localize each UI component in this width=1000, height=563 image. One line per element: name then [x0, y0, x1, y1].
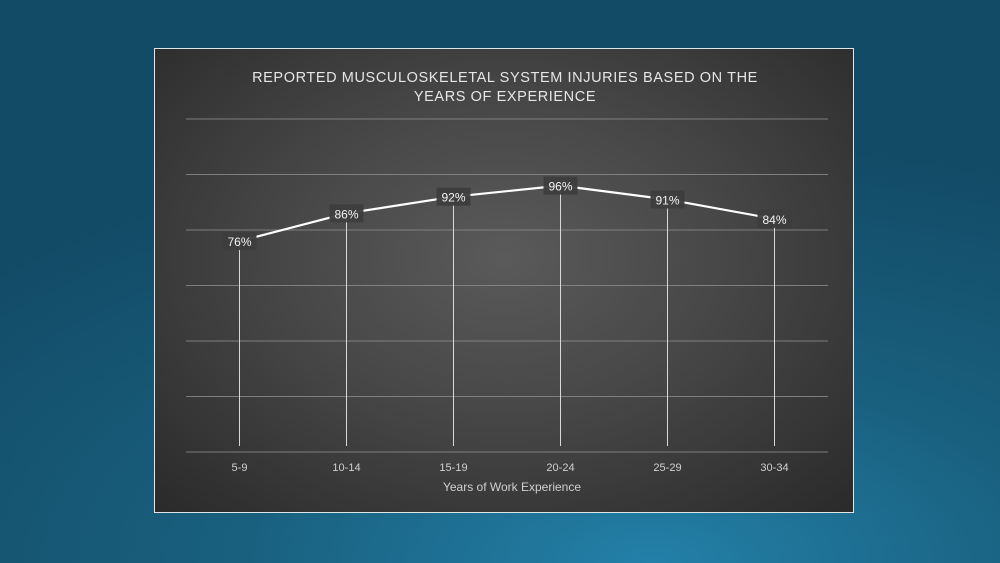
- x-tick-labels: 5-9 10-14 15-19 20-24 25-29 30-34: [232, 462, 789, 474]
- x-tick-label: 15-19: [439, 462, 467, 474]
- chart-title-line-1: REPORTED MUSCULOSKELETAL SYSTEM INJURIES…: [252, 70, 758, 86]
- data-label-bg: [222, 232, 257, 251]
- data-label-bg: [650, 190, 685, 209]
- data-label-bg: [757, 209, 792, 228]
- x-tick-label: 10-14: [332, 462, 360, 474]
- gridlines: [186, 118, 828, 453]
- x-tick-label: 25-29: [653, 462, 681, 474]
- x-tick-label: 5-9: [232, 462, 248, 474]
- data-label: 86%: [334, 207, 358, 221]
- line-chart: REPORTED MUSCULOSKELETAL SYSTEM INJURIES…: [186, 70, 828, 494]
- data-label-bg: [436, 187, 471, 206]
- x-axis-title: Years of Work Experience: [443, 480, 581, 494]
- data-label: 91%: [655, 193, 679, 207]
- x-tick-label: 20-24: [546, 462, 574, 474]
- data-label: 96%: [548, 180, 572, 194]
- data-label-bg: [329, 204, 364, 223]
- data-label: 92%: [441, 191, 465, 205]
- chart-panel: REPORTED MUSCULOSKELETAL SYSTEM INJURIES…: [154, 48, 854, 513]
- series-polyline: [239, 184, 775, 243]
- series-line: [239, 184, 775, 243]
- data-label: 84%: [762, 213, 786, 227]
- data-label: 76%: [227, 235, 251, 249]
- chart-title-line-2: YEARS OF EXPERIENCE: [414, 89, 596, 105]
- data-label-bg: [543, 176, 578, 195]
- drop-lines: [239, 185, 775, 446]
- data-labels: 76% 86% 92% 96% 91% 84%: [222, 176, 792, 251]
- x-tick-label: 30-34: [760, 462, 788, 474]
